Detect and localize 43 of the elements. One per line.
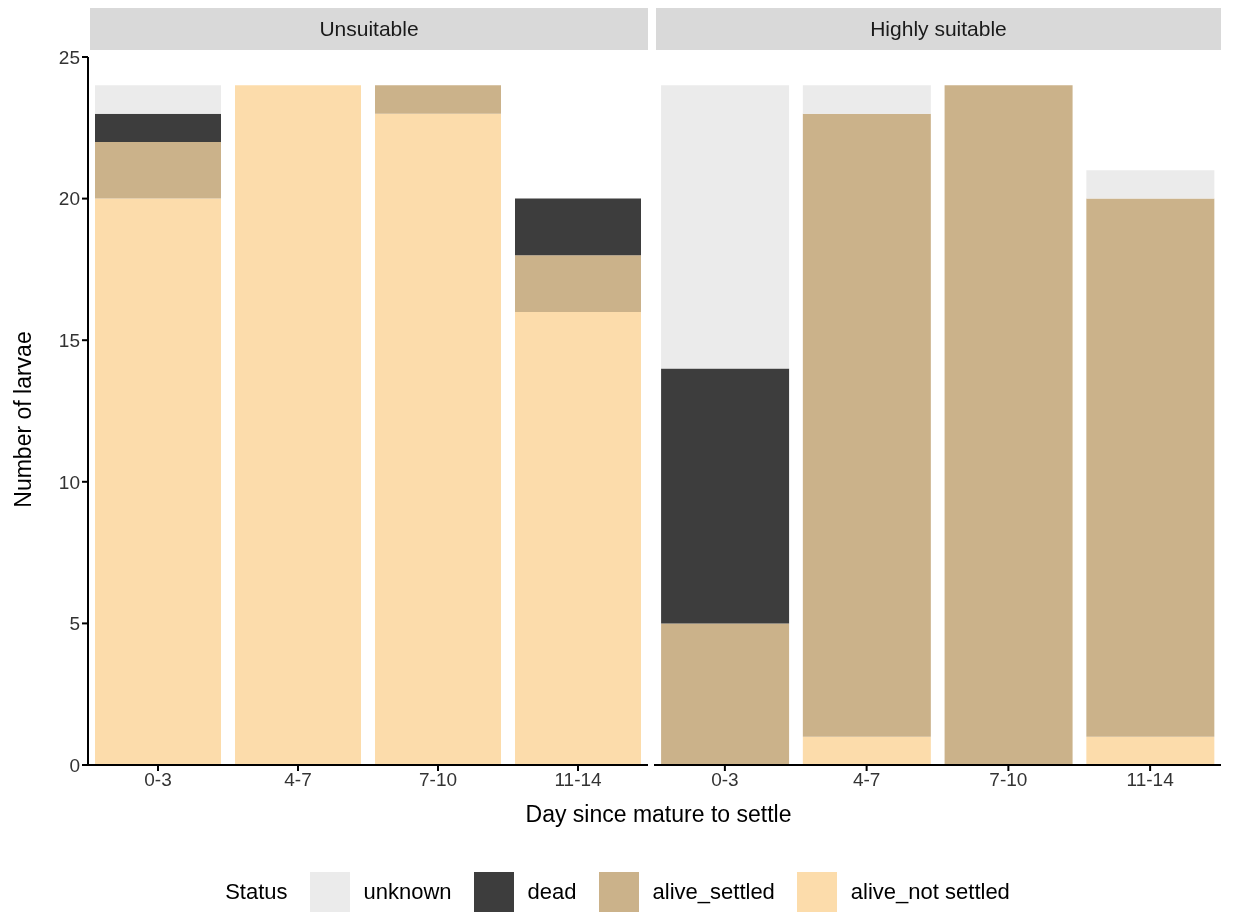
x-tick-label: 0-3	[711, 769, 739, 791]
legend-label: dead	[527, 879, 577, 905]
x-tick-label: 0-3	[144, 769, 172, 791]
x-tick-label: 7-10	[989, 769, 1028, 791]
x-tick-label: 11-14	[1126, 769, 1175, 791]
y-tick-label: 25	[58, 46, 80, 68]
bar	[802, 736, 931, 765]
x-axis-title: Day since mature to settle	[524, 801, 793, 828]
y-tick-label: 15	[58, 329, 80, 351]
bar	[802, 113, 931, 737]
legend-label: alive_settled	[652, 879, 775, 905]
legend-label: unknown	[363, 879, 452, 905]
bar	[1086, 736, 1215, 765]
x-tick-label: 4-7	[852, 769, 881, 791]
bar	[375, 85, 501, 114]
bar	[515, 198, 641, 256]
x-tick-label: 7-10	[418, 769, 458, 791]
y-tick-label: 5	[69, 613, 80, 635]
bar	[661, 623, 790, 765]
y-axis-title: Number of larvae	[9, 330, 37, 508]
chart-title: Unsuitable	[90, 8, 648, 50]
bar	[802, 85, 931, 114]
x-tick-label: 4-7	[284, 769, 312, 791]
bar	[235, 85, 361, 765]
bar	[1086, 198, 1215, 737]
bar	[661, 368, 790, 624]
bar	[515, 311, 641, 765]
bar	[661, 85, 790, 369]
y-tick-label: 20	[58, 188, 80, 210]
bar	[95, 85, 221, 114]
bar	[515, 255, 641, 312]
legend-title: Status	[225, 879, 288, 905]
bar	[375, 113, 501, 765]
bar	[95, 113, 221, 142]
bar	[95, 198, 221, 765]
bar	[944, 85, 1073, 765]
x-tick-label: 11-14	[554, 769, 603, 791]
bar	[95, 141, 221, 199]
chart-title: Highly suitable	[656, 8, 1221, 50]
legend-label: alive_not settled	[850, 879, 1010, 905]
y-tick-label: 0	[69, 754, 80, 776]
bar	[1086, 170, 1215, 199]
y-tick-label: 10	[58, 471, 80, 493]
